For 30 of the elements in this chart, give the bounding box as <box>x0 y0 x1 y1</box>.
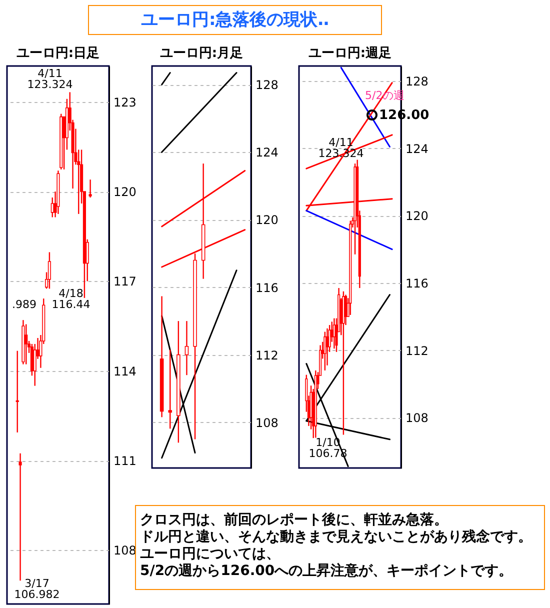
y-tick-label: 112 <box>406 344 428 358</box>
annotation: 4/18 116.44 <box>52 287 90 311</box>
y-tick-label: 124 <box>256 146 278 160</box>
y-tick-label: 120 <box>406 209 428 224</box>
y-tick-label: 128 <box>256 78 278 92</box>
annotation: .989 <box>12 298 36 311</box>
y-tick-label: 108 <box>406 411 428 426</box>
text: ユーロ円:急落後の現状‥ <box>140 10 330 30</box>
y-tick-label: 112 <box>256 348 278 362</box>
annotation: 4/11 123.324 <box>27 67 73 91</box>
y-tick-label: 120 <box>114 185 136 200</box>
y-tick-label: 116 <box>406 276 428 290</box>
y-tick-label: 114 <box>114 364 136 378</box>
y-tick-label: 117 <box>114 274 136 289</box>
chart-title: ユーロ円:週足 <box>308 46 392 61</box>
chart-title: ユーロ円:日足 <box>16 46 100 61</box>
text: ユーロ円については、 <box>140 546 280 562</box>
y-tick-label: 123 <box>114 95 136 110</box>
text: 5/2の週から126.00への上昇注意が、キーポイントです。 <box>140 562 513 579</box>
y-tick-label: 128 <box>406 74 428 89</box>
y-tick-label: 124 <box>406 142 428 156</box>
y-tick-label: 116 <box>256 280 278 295</box>
text: クロス円は、前回のレポート後に、軒並み急落。 <box>140 512 448 528</box>
annotation: 3/17 106.982 <box>14 577 60 601</box>
chart-title: ユーロ円:月足 <box>160 46 244 61</box>
y-tick-label: 120 <box>256 213 278 228</box>
y-tick-label: 111 <box>114 454 136 468</box>
y-tick-label: 108 <box>114 544 136 558</box>
text: ドル円と違い、そんな動きまで見えないことがあり残念です。 <box>140 529 532 545</box>
y-tick-label: 108 <box>256 416 278 430</box>
